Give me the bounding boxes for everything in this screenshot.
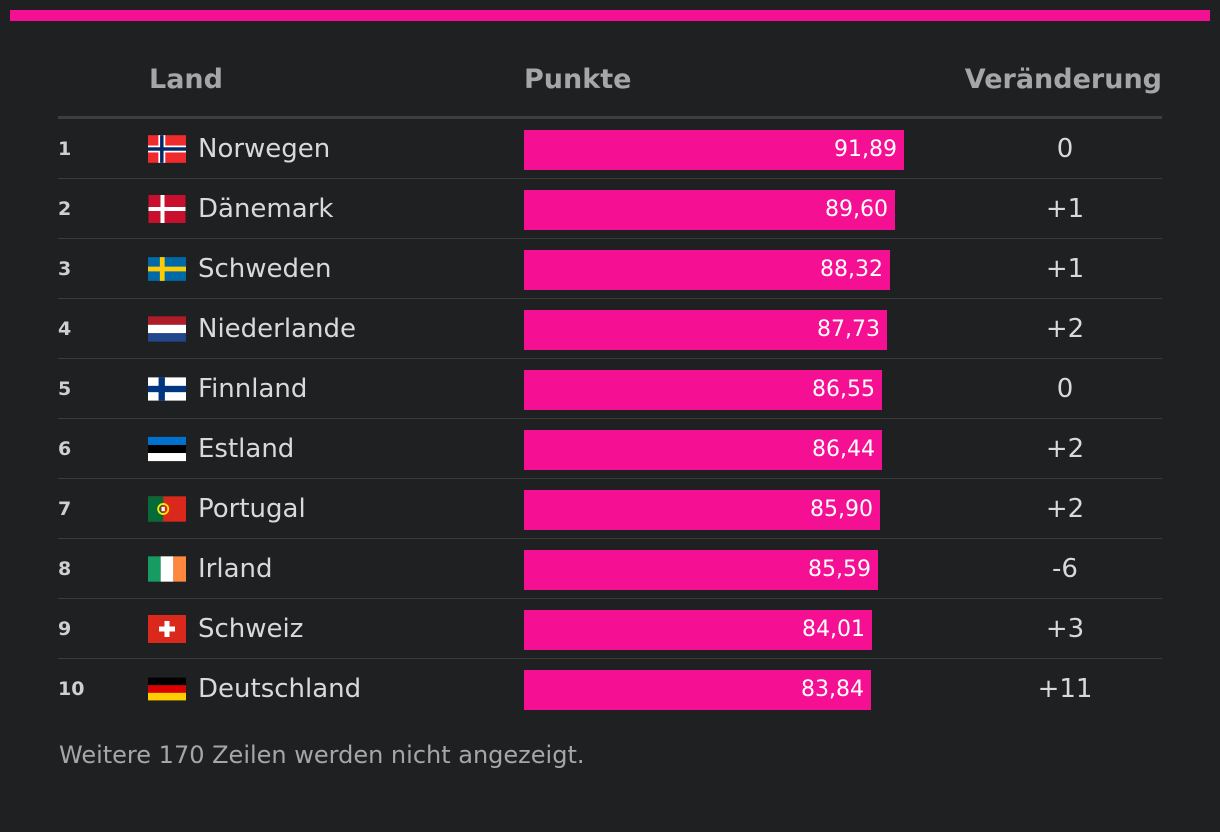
rank-change: +3 bbox=[1045, 614, 1085, 644]
table-row: 1 Norwegen 91,89 0 bbox=[58, 119, 1162, 179]
flag-ireland-icon bbox=[148, 555, 186, 583]
rank-number: 2 bbox=[58, 198, 72, 220]
score-bar: 88,32 bbox=[524, 250, 890, 290]
rank-change: +1 bbox=[1045, 254, 1085, 284]
rank-change: +2 bbox=[1045, 494, 1085, 524]
rank-change: +11 bbox=[1037, 674, 1093, 704]
flag-portugal-icon bbox=[148, 495, 186, 523]
score-label: 88,32 bbox=[820, 257, 883, 282]
score-bar: 86,44 bbox=[524, 430, 882, 470]
country-name: Irland bbox=[198, 554, 273, 584]
score-bar: 85,90 bbox=[524, 490, 880, 530]
flag-norway-icon bbox=[148, 135, 186, 163]
flag-finland-icon bbox=[148, 375, 186, 403]
table-row: 7 Portugal 85,90 +2 bbox=[58, 479, 1162, 539]
rank-change: +1 bbox=[1045, 194, 1085, 224]
score-label: 84,01 bbox=[802, 617, 865, 642]
flag-estonia-icon bbox=[148, 435, 186, 463]
rank-number: 9 bbox=[58, 618, 72, 640]
column-header-change: Veränderung bbox=[964, 64, 1162, 95]
rank-change: +2 bbox=[1045, 314, 1085, 344]
hidden-rows-note: Weitere 170 Zeilen werden nicht angezeig… bbox=[59, 741, 585, 769]
score-label: 85,90 bbox=[810, 497, 873, 522]
score-bar: 89,60 bbox=[524, 190, 895, 230]
table-row: 9 Schweiz 84,01 +3 bbox=[58, 599, 1162, 659]
score-label: 86,44 bbox=[812, 437, 875, 462]
score-label: 83,84 bbox=[801, 677, 864, 702]
flag-switzerland-icon bbox=[148, 615, 186, 643]
rank-number: 7 bbox=[58, 498, 72, 520]
country-name: Deutschland bbox=[198, 674, 362, 704]
rank-number: 4 bbox=[58, 318, 72, 340]
rank-change: 0 bbox=[1056, 374, 1074, 404]
country-name: Schweiz bbox=[198, 614, 304, 644]
rank-change: -6 bbox=[1052, 554, 1078, 584]
rank-number: 5 bbox=[58, 378, 72, 400]
score-bar: 91,89 bbox=[524, 130, 904, 170]
score-bar: 87,73 bbox=[524, 310, 887, 350]
score-bar: 86,55 bbox=[524, 370, 882, 410]
country-name: Finnland bbox=[198, 374, 308, 404]
rank-change: +2 bbox=[1045, 434, 1085, 464]
country-name: Niederlande bbox=[198, 314, 356, 344]
flag-germany-icon bbox=[148, 675, 186, 703]
table-row: 4 Niederlande 87,73 +2 bbox=[58, 299, 1162, 359]
country-name: Norwegen bbox=[198, 134, 331, 164]
country-name: Portugal bbox=[198, 494, 306, 524]
table-row: 8 Irland 85,59 -6 bbox=[58, 539, 1162, 599]
score-bar: 85,59 bbox=[524, 550, 878, 590]
country-name: Estland bbox=[198, 434, 295, 464]
table-row: 6 Estland 86,44 +2 bbox=[58, 419, 1162, 479]
rank-change: 0 bbox=[1056, 134, 1074, 164]
rank-number: 8 bbox=[58, 558, 72, 580]
score-label: 85,59 bbox=[808, 557, 871, 582]
score-bar: 83,84 bbox=[524, 670, 871, 710]
score-label: 91,89 bbox=[834, 137, 897, 162]
rank-number: 10 bbox=[58, 678, 85, 700]
flag-netherlands-icon bbox=[148, 315, 186, 343]
score-bar: 84,01 bbox=[524, 610, 872, 650]
table-row: 10 Deutschland 83,84 +11 bbox=[58, 659, 1162, 719]
rank-number: 6 bbox=[58, 438, 72, 460]
top-accent-bar bbox=[10, 10, 1210, 21]
table-row: 2 Dänemark 89,60 +1 bbox=[58, 179, 1162, 239]
rank-number: 3 bbox=[58, 258, 72, 280]
rank-number: 1 bbox=[58, 138, 72, 160]
ranking-table-body: 1 Norwegen 91,89 0 2 Dänemark 89,60 +1 3 Schweden… bbox=[58, 119, 1162, 719]
score-label: 89,60 bbox=[825, 197, 888, 222]
flag-sweden-icon bbox=[148, 255, 186, 283]
column-header-land: Land bbox=[149, 64, 223, 95]
flag-denmark-icon bbox=[148, 195, 186, 223]
score-label: 86,55 bbox=[812, 377, 875, 402]
table-row: 3 Schweden 88,32 +1 bbox=[58, 239, 1162, 299]
country-name: Schweden bbox=[198, 254, 332, 284]
header-divider bbox=[58, 116, 1162, 119]
country-name: Dänemark bbox=[198, 194, 334, 224]
table-row: 5 Finnland 86,55 0 bbox=[58, 359, 1162, 419]
score-label: 87,73 bbox=[817, 317, 880, 342]
column-header-points: Punkte bbox=[524, 64, 632, 95]
